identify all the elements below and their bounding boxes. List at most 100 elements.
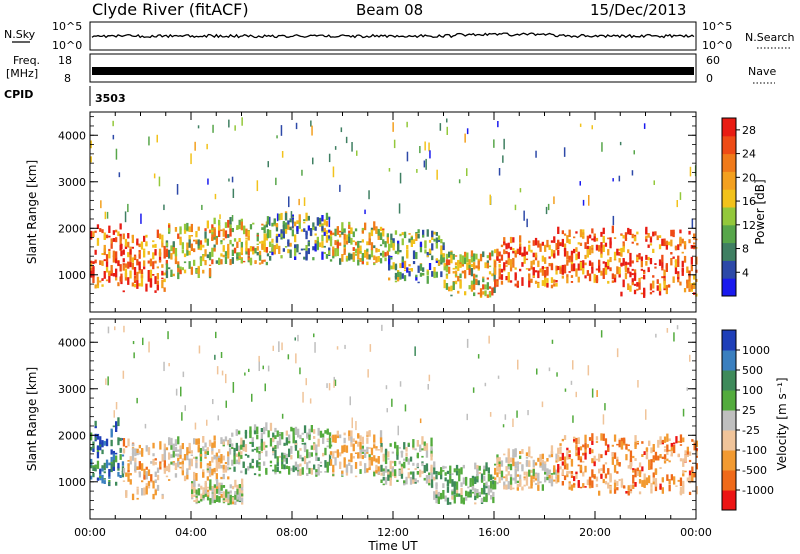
echo-cell [170, 269, 173, 277]
echo-cell [165, 260, 168, 266]
echo-cell [213, 228, 216, 238]
echo-cell [131, 246, 134, 249]
echo-cell [555, 453, 558, 462]
echo-speckle [276, 135, 278, 139]
echo-speckle [311, 125, 313, 136]
echo-cell [636, 443, 639, 445]
echo-cell [634, 435, 637, 443]
echo-cell [525, 258, 529, 261]
echo-speckle [221, 370, 224, 376]
echo-cell [275, 223, 279, 232]
echo-cell [500, 474, 504, 481]
echo-cell [296, 244, 299, 253]
echo-cell [329, 233, 333, 237]
echo-cell [507, 466, 510, 470]
echo-cell [616, 443, 619, 446]
echo-cell [537, 260, 540, 268]
echo-cell [227, 499, 230, 504]
echo-cell [368, 460, 371, 468]
echo-cell [131, 257, 134, 263]
echo-cell [136, 497, 139, 500]
echo-speckle [399, 381, 402, 387]
echo-cell [294, 248, 297, 256]
echo-cell [236, 499, 239, 502]
echo-cell [195, 438, 198, 445]
echo-cell [361, 253, 364, 262]
echo-cell [366, 251, 369, 260]
echo-cell [105, 279, 109, 282]
echo-speckle [256, 180, 259, 192]
echo-cell [657, 439, 660, 448]
echo-cell [688, 288, 691, 292]
echo-cell [290, 426, 293, 432]
echo-speckle [344, 344, 346, 349]
echo-cell [650, 447, 653, 454]
colorbar-tick-label: 24 [742, 148, 756, 161]
echo-cell [512, 449, 515, 457]
echo-cell [688, 470, 692, 479]
echo-cell [165, 447, 169, 451]
echo-cell [312, 246, 315, 251]
echo-cell [406, 253, 409, 259]
echo-cell [297, 450, 300, 459]
echo-cell [577, 242, 580, 245]
echo-cell [683, 243, 687, 250]
echo-cell [156, 229, 159, 238]
echo-cell [584, 442, 587, 450]
echo-cell [336, 241, 339, 249]
echo-speckle [587, 365, 590, 376]
echo-cell [561, 452, 564, 461]
echo-cell [328, 250, 331, 256]
echo-cell [670, 239, 673, 247]
echo-cell [476, 493, 479, 499]
echo-cell [588, 437, 592, 441]
echo-cell [658, 235, 662, 238]
echo-cell [500, 244, 504, 248]
echo-cell [693, 233, 696, 240]
echo-cell [412, 250, 416, 260]
echo-cell [179, 448, 182, 456]
echo-cell [416, 480, 419, 483]
echo-cell [131, 262, 134, 270]
echo-cell [368, 447, 371, 449]
echo-cell [208, 466, 212, 474]
echo-cell [359, 251, 362, 254]
echo-cell [281, 464, 284, 470]
echo-cell [398, 469, 401, 476]
echo-cell [294, 426, 298, 435]
echo-cell [244, 468, 248, 475]
echo-cell [550, 445, 554, 455]
echo-cell [465, 496, 468, 501]
echo-cell [140, 275, 144, 279]
echo-cell [465, 478, 468, 486]
echo-cell [570, 461, 574, 467]
echo-cell [649, 236, 653, 243]
echo-cell [115, 452, 118, 455]
echo-cell [430, 467, 433, 472]
echo-cell [313, 436, 316, 439]
echo-speckle [472, 387, 475, 393]
echo-cell [568, 450, 571, 453]
echo-cell [92, 261, 95, 265]
echo-cell [170, 245, 173, 252]
echo-cell [568, 483, 571, 490]
colorbar-segment [722, 118, 736, 137]
echo-cell [600, 247, 603, 255]
echo-cell [403, 231, 407, 239]
echo-cell [359, 241, 362, 243]
echo-cell [321, 234, 324, 242]
x-tick-label: 04:00 [175, 526, 207, 539]
echo-cell [112, 230, 115, 235]
echo-cell [575, 253, 578, 261]
echo-cell [183, 229, 187, 234]
echo-cell [544, 476, 547, 483]
echo-cell [179, 226, 182, 235]
echo-cell [215, 237, 218, 245]
echo-cell [636, 467, 639, 472]
echo-cell [110, 238, 113, 244]
echo-cell [442, 242, 445, 246]
echo-cell [636, 440, 639, 443]
echo-cell [222, 238, 225, 241]
echo-cell [206, 447, 209, 452]
echo-cell [532, 252, 535, 258]
